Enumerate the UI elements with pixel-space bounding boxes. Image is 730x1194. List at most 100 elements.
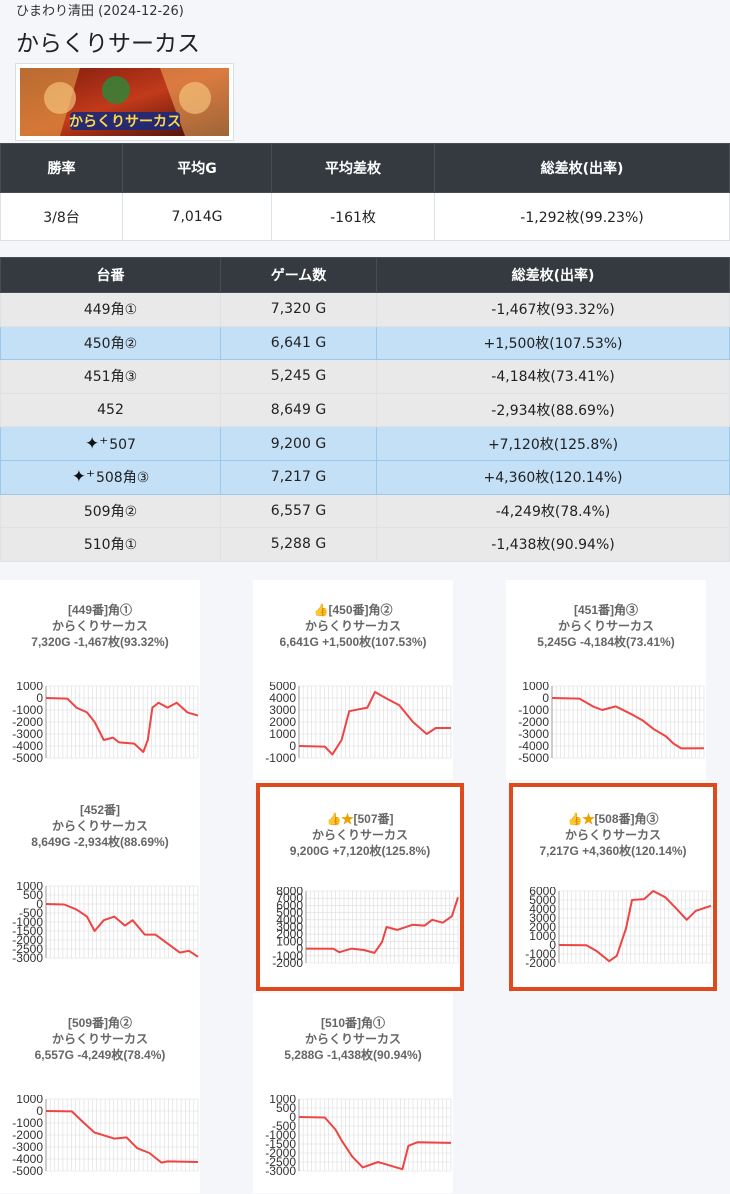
chart-card[interactable]: [452番] からくりサーカス 8,649G -2,934枚(88.69%) 1000… — [0, 780, 200, 993]
y-tick-label: -2000 — [12, 715, 43, 729]
chart-title-text: [510番]角① — [320, 1016, 385, 1030]
machine-row[interactable]: 510角① 5,288 G -1,438枚(90.94%) — [0, 527, 730, 562]
machine-banner-image: からくりサーカス — [15, 63, 234, 141]
machine-total-cell: -1,438枚(90.94%) — [376, 527, 730, 562]
y-tick-label: -1000 — [12, 1116, 43, 1130]
y-tick-label: -4000 — [12, 1152, 43, 1166]
series-line — [298, 1116, 452, 1171]
chart-machine-name: からくりサーカス — [311, 828, 408, 842]
y-tick-label: -2000 — [525, 956, 556, 967]
y-tick-label: 4000 — [269, 691, 296, 705]
y-tick-label: 3000 — [529, 911, 556, 925]
y-tick-label: 5000 — [269, 682, 296, 693]
chart-card[interactable]: [510番]角① からくりサーカス 5,288G -1,438枚(90.94%) 10… — [253, 993, 453, 1193]
chart-title-text: [507番] — [353, 812, 394, 826]
chart-card[interactable]: 👍[450番]角② からくりサーカス 6,641G +1,500枚(107.53%)… — [253, 580, 453, 780]
machine-games-cell: 6,641 G — [220, 325, 377, 361]
chart-title-text: [451番]角③ — [573, 603, 638, 617]
y-tick-label: 1000 — [16, 682, 43, 693]
machine-number-cell[interactable]: 509角② — [0, 493, 221, 529]
chart-card[interactable]: [509番]角② からくりサーカス 6,557G -4,249枚(78.4%) 100… — [0, 993, 200, 1193]
y-tick-label: -3000 — [12, 951, 43, 962]
y-tick-label: 1000 — [529, 929, 556, 943]
machine-number-cell[interactable]: ✦⁺507 — [0, 426, 221, 461]
machine-total-cell: -4,249枚(78.4%) — [376, 493, 730, 529]
chart-machine-name: からくりサーカス — [304, 1032, 401, 1046]
y-tick-label: -3000 — [265, 1164, 296, 1175]
chart-caption: 👍★[508番]角③ からくりサーカス 7,217G +4,360枚(120.14%… — [513, 811, 713, 859]
y-tick-label: -4000 — [518, 739, 549, 753]
machine-header-total: 総差枚(出率) — [376, 257, 730, 293]
chart-machine-name: からくりサーカス — [304, 619, 401, 633]
y-tick-label: -1500 — [12, 924, 43, 938]
chart-caption: [510番]角① からくりサーカス 5,288G -1,438枚(90.94%) — [253, 1015, 453, 1063]
y-tick-label: 0 — [289, 1110, 296, 1124]
chart-caption: 👍★[507番] からくりサーカス 9,200G +7,120枚(125.8%) — [260, 811, 460, 859]
y-tick-label: 1000 — [16, 882, 43, 893]
machine-number-cell[interactable]: 451角③ — [0, 359, 221, 394]
y-tick-label: 3000 — [276, 920, 303, 934]
banner-logo-text: からくりサーカス — [69, 114, 181, 130]
y-tick-label: -4000 — [12, 739, 43, 753]
series-line — [558, 890, 712, 963]
machine-number-cell[interactable]: 510角① — [0, 527, 221, 562]
chart-machine-name: からくりサーカス — [564, 828, 661, 842]
chart-stats: 6,557G -4,249枚(78.4%) — [34, 1048, 166, 1062]
machine-row[interactable]: 452 8,649 G -2,934枚(88.69%) — [0, 392, 730, 428]
y-tick-label: -3000 — [12, 1140, 43, 1154]
y-tick-label: -3000 — [12, 727, 43, 741]
chart-title: [452番] — [0, 802, 200, 818]
chart-card[interactable]: 👍★[508番]角③ からくりサーカス 7,217G +4,360枚(120.14%… — [509, 783, 717, 991]
sparkle-icon: ✦⁺ — [71, 467, 95, 488]
chart-machine-name: からくりサーカス — [51, 819, 148, 833]
chart-card[interactable]: [449番]角① からくりサーカス 7,320G -1,467枚(93.32%) 10… — [0, 580, 200, 780]
y-tick-label: -2000 — [265, 1146, 296, 1160]
chart-title: [509番]角② — [0, 1015, 200, 1031]
machine-total-cell: -1,467枚(93.32%) — [376, 292, 730, 327]
summary-table: 勝率 平均G 平均差枚 総差枚(出率) 3/8台 7,014G -161枚 -1… — [0, 143, 730, 241]
chart-machine-name: からくりサーカス — [557, 619, 654, 633]
summary-total-diff: -1,292枚(99.23%) — [434, 192, 730, 241]
machine-number-cell[interactable]: 450角② — [0, 325, 221, 361]
machine-row[interactable]: 509角② 6,557 G -4,249枚(78.4%) — [0, 493, 730, 529]
chart-card[interactable]: 👍★[507番] からくりサーカス 9,200G +7,120枚(125.8%) 80… — [256, 783, 464, 991]
machine-number-cell[interactable]: 449角① — [0, 292, 221, 327]
machine-total-cell: -4,184枚(73.41%) — [376, 359, 730, 394]
chart-card[interactable]: [451番]角③ からくりサーカス 5,245G -4,184枚(73.41%) 10… — [506, 580, 706, 780]
chart-caption: [452番] からくりサーカス 8,649G -2,934枚(88.69%) — [0, 802, 200, 850]
y-tick-label: 5000 — [529, 893, 556, 907]
machine-games-cell: 7,217 G — [220, 459, 377, 495]
y-tick-label: 6000 — [276, 898, 303, 912]
y-tick-label: 1000 — [269, 1095, 296, 1106]
chart-title: 👍★[507番] — [260, 811, 460, 827]
y-tick-label: -1000 — [12, 915, 43, 929]
machine-total-cell: +4,360枚(120.14%) — [376, 459, 730, 495]
machine-row[interactable]: 451角③ 5,245 G -4,184枚(73.41%) — [0, 359, 730, 394]
machine-number-cell[interactable]: ✦⁺508角③ — [0, 459, 221, 495]
machine-row[interactable]: ✦⁺507 9,200 G +7,120枚(125.8%) — [0, 426, 730, 461]
series-line — [298, 691, 451, 756]
chart-stats: 5,245G -4,184枚(73.41%) — [537, 635, 675, 649]
chart-stats: 7,217G +4,360枚(120.14%) — [539, 844, 687, 858]
y-tick-label: 500 — [23, 888, 43, 902]
y-tick-label: 0 — [36, 897, 43, 911]
machine-number-label: 450角② — [83, 335, 138, 352]
chart-title: 👍[450番]角② — [253, 602, 453, 618]
machine-number-cell[interactable]: 452 — [0, 392, 221, 428]
machine-row[interactable]: 450角② 6,641 G +1,500枚(107.53%) — [0, 325, 730, 361]
y-tick-label: -2500 — [12, 942, 43, 956]
chart-title-text: [449番]角① — [67, 603, 132, 617]
machine-row[interactable]: 449角① 7,320 G -1,467枚(93.32%) — [0, 292, 730, 327]
machine-number-label: 507 — [109, 436, 136, 453]
y-tick-label: -1000 — [265, 751, 296, 762]
machine-row[interactable]: ✦⁺508角③ 7,217 G +4,360枚(120.14%) — [0, 459, 730, 495]
y-tick-label: 4000 — [529, 902, 556, 916]
y-tick-label: -1000 — [12, 703, 43, 717]
machine-games-cell: 5,245 G — [220, 359, 377, 394]
machine-games-cell: 5,288 G — [220, 527, 377, 562]
machine-table: 台番 ゲーム数 総差枚(出率) 449角① 7,320 G -1,467枚(93.3… — [0, 257, 730, 562]
chart-machine-name: からくりサーカス — [51, 619, 148, 633]
chart-caption: [509番]角② からくりサーカス 6,557G -4,249枚(78.4%) — [0, 1015, 200, 1063]
